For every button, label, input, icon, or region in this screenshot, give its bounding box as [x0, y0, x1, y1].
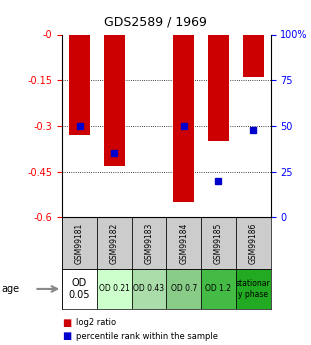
Bar: [166, 269, 201, 309]
Bar: [201, 269, 236, 309]
Text: OD
0.05: OD 0.05: [69, 278, 90, 300]
Bar: [236, 269, 271, 309]
Bar: [243, 34, 264, 77]
Text: GDS2589 / 1969: GDS2589 / 1969: [104, 16, 207, 29]
Text: OD 0.7: OD 0.7: [171, 284, 197, 294]
Text: OD 1.2: OD 1.2: [206, 284, 231, 294]
Bar: [166, 217, 201, 269]
Bar: [208, 34, 229, 141]
Text: GSM99186: GSM99186: [249, 223, 258, 264]
Text: GSM99182: GSM99182: [110, 223, 119, 264]
Text: GSM99185: GSM99185: [214, 223, 223, 264]
Text: GSM99183: GSM99183: [145, 223, 154, 264]
Text: ■: ■: [62, 318, 72, 327]
Bar: [97, 269, 132, 309]
Bar: [173, 34, 194, 202]
Text: GSM99181: GSM99181: [75, 223, 84, 264]
Text: stationar
y phase: stationar y phase: [236, 279, 271, 299]
Bar: [201, 217, 236, 269]
Text: OD 0.43: OD 0.43: [133, 284, 165, 294]
Bar: [236, 217, 271, 269]
Bar: [69, 34, 90, 135]
Bar: [62, 269, 97, 309]
Text: age: age: [2, 284, 20, 294]
Bar: [132, 217, 166, 269]
Text: percentile rank within the sample: percentile rank within the sample: [76, 332, 218, 341]
Text: ■: ■: [62, 332, 72, 341]
Bar: [62, 217, 97, 269]
Text: GSM99184: GSM99184: [179, 223, 188, 264]
Bar: [132, 269, 166, 309]
Bar: [97, 217, 132, 269]
Text: log2 ratio: log2 ratio: [76, 318, 116, 327]
Text: OD 0.21: OD 0.21: [99, 284, 130, 294]
Bar: [104, 34, 125, 166]
